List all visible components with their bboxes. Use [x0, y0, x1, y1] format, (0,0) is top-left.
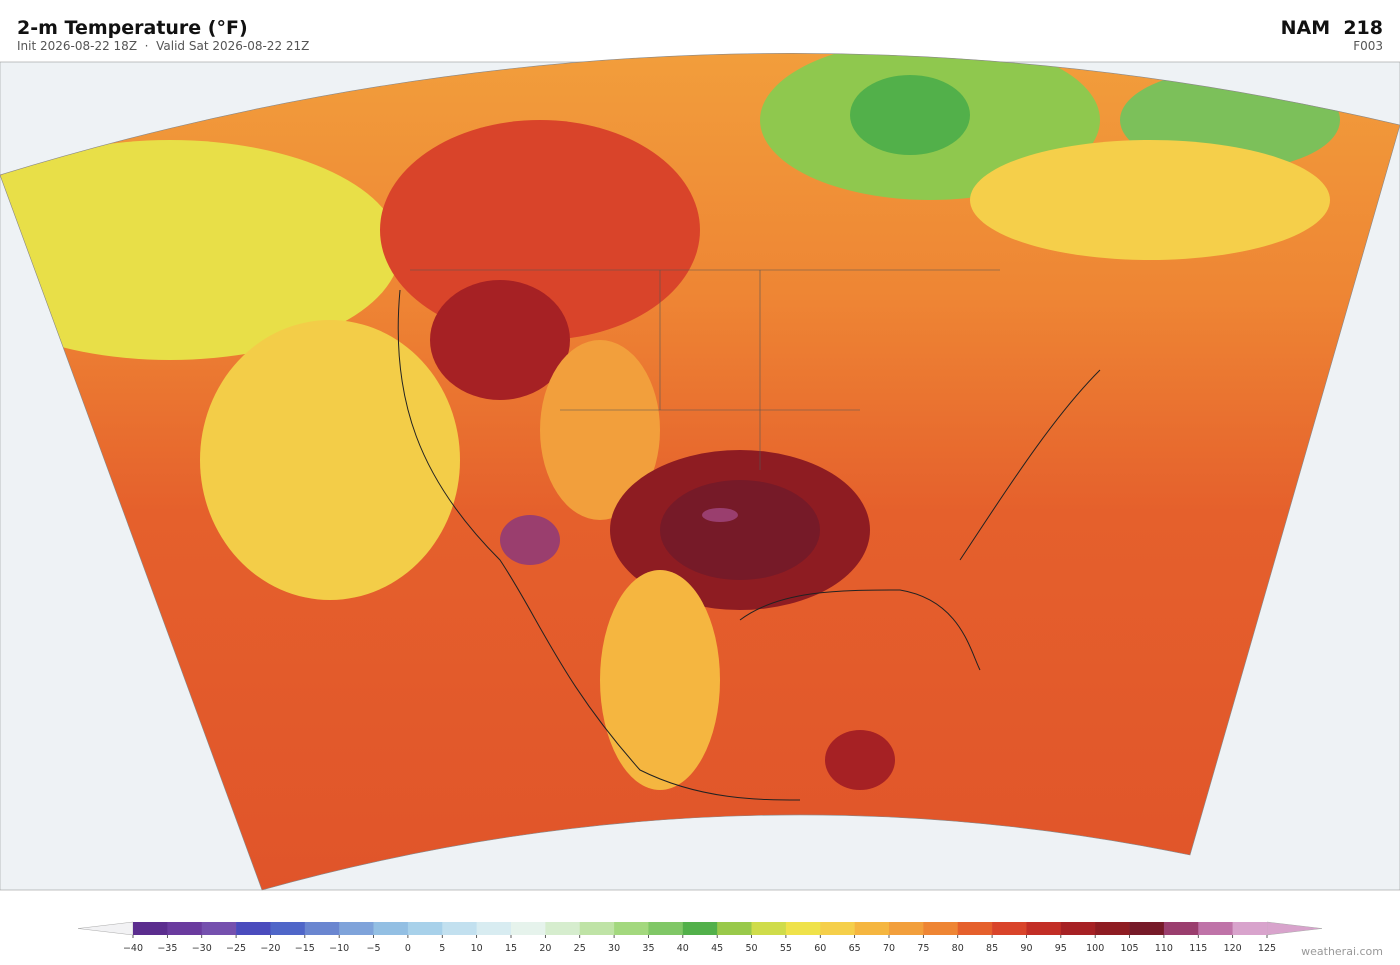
colorbar-tick-label: 25 [574, 943, 586, 954]
colorbar-bin [442, 922, 477, 935]
colorbar-bin [1095, 922, 1130, 935]
colorbar-bin [648, 922, 684, 935]
colorbar-tick-label: 55 [780, 943, 792, 954]
subtitle: Init 2026-08-22 18Z · Valid Sat 2026-08-… [17, 39, 309, 53]
colorbar-tick-label: 95 [1055, 943, 1067, 954]
colorbar-bin [889, 922, 924, 935]
colorbar-tick-label: 90 [1020, 943, 1032, 954]
colorbar-bin [751, 922, 787, 935]
colorbar-tick-label: 110 [1155, 943, 1173, 954]
colorbar-tick-label: 35 [642, 943, 654, 954]
colorbar-tick-label: 80 [952, 943, 964, 954]
colorbar-bin [476, 922, 512, 935]
colorbar-tick-label: 10 [471, 943, 483, 954]
colorbar-tick-label: 75 [917, 943, 929, 954]
colorbar-tick-label: 115 [1189, 943, 1207, 954]
colorbar-tick-label: 45 [711, 943, 723, 954]
colorbar-bin [167, 922, 203, 935]
colorbar-bin [407, 922, 443, 935]
colorbar-tick-label: 105 [1120, 943, 1138, 954]
colorbar-tick-label: 60 [814, 943, 826, 954]
title: 2-m Temperature (°F) [17, 17, 248, 39]
colorbar-tick-label: 5 [439, 943, 445, 954]
colorbar-under [77, 921, 134, 936]
colorbar-tick-label: 50 [745, 943, 757, 954]
colorbar-bin [820, 922, 855, 935]
colorbar-tick-label: −25 [226, 943, 246, 954]
colorbar-bin [133, 922, 168, 935]
colorbar-tick-label: 120 [1224, 943, 1242, 954]
coastlines [397, 289, 1101, 801]
colorbar-bin [1060, 922, 1096, 935]
colorbar-tick-label: 15 [505, 943, 517, 954]
domain-outline [0, 53, 1400, 891]
colorbar-over [1266, 921, 1323, 936]
colorbar-bin [339, 922, 374, 935]
colorbar-tick-label: 85 [986, 943, 998, 954]
colorbar: −40 −35 −30 −25 −20 −15 −10 −5 0 5 10 15 20 25 30 35 40 4… [77, 921, 1323, 954]
colorbar-bin [545, 922, 581, 935]
credit: weatherai.com [1301, 945, 1383, 958]
colorbar-bin [923, 922, 959, 935]
colorbar-bin [270, 922, 306, 935]
colorbar-tick-label: 30 [608, 943, 620, 954]
colorbar-tick-label: 125 [1258, 943, 1276, 954]
colorbar-tick-label: −30 [192, 943, 212, 954]
colorbar-tick-label: 100 [1086, 943, 1104, 954]
colorbar-bin [236, 922, 271, 935]
colorbar-bin [1232, 922, 1268, 935]
colorbar-tick-label: 0 [405, 943, 411, 954]
forecast-hour: F003 [1353, 39, 1383, 53]
colorbar-bin [1026, 922, 1062, 935]
colorbar-tick-label: 40 [677, 943, 689, 954]
model: NAM 218 [1281, 17, 1383, 39]
colorbar-bin [614, 922, 649, 935]
colorbar-bin [579, 922, 615, 935]
colorbar-bin [854, 922, 890, 935]
colorbar-tick-label: 70 [883, 943, 895, 954]
colorbar-bin [1198, 922, 1233, 935]
colorbar-bin [373, 922, 409, 935]
colorbar-bin [304, 922, 340, 935]
colorbar-bin [992, 922, 1027, 935]
colorbar-bin [717, 922, 752, 935]
colorbar-bin [682, 922, 718, 935]
colorbar-tick-label: −20 [260, 943, 280, 954]
colorbar-bin [785, 922, 821, 935]
colorbar-bin [1129, 922, 1165, 935]
temperature-field [0, 53, 1400, 890]
colorbar-tick-label: −15 [295, 943, 315, 954]
colorbar-tick-label: −5 [367, 943, 381, 954]
colorbar-bin [957, 922, 993, 935]
colorbar-tick-label: −35 [157, 943, 177, 954]
colorbar-tick-label: 65 [849, 943, 861, 954]
borders [410, 269, 1000, 470]
colorbar-tick-label: 20 [539, 943, 551, 954]
colorbar-bin [201, 922, 237, 935]
colorbar-bin [1163, 922, 1199, 935]
colorbar-tick-label: −40 [123, 943, 143, 954]
colorbar-tick-label: −10 [329, 943, 349, 954]
colorbar-bin [511, 922, 546, 935]
